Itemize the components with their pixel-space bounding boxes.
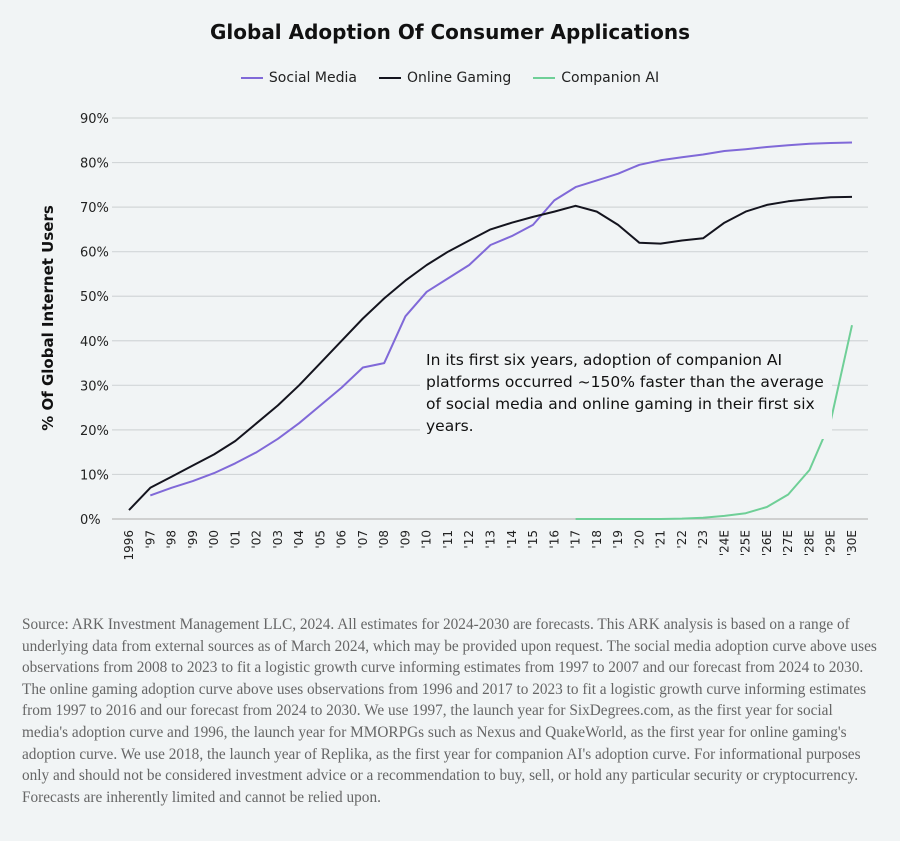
legend: Social Media Online Gaming Companion AI	[0, 70, 900, 86]
y-tick-label: 20%	[80, 424, 109, 439]
legend-item-companion-ai: Companion AI	[533, 70, 659, 86]
y-tick-label: 50%	[80, 290, 109, 305]
x-tick-label: '13	[484, 530, 498, 549]
x-tick-label: '21	[654, 530, 668, 549]
x-tick-label: '12	[462, 530, 476, 549]
line-chart: 0% 10% 20% 30% 40% 50% 60% 70% 80% 90% 1996 '97 '98 '…	[39, 112, 868, 561]
x-tick-label: 1996	[122, 530, 136, 561]
y-tick-label: 70%	[80, 201, 109, 216]
x-tick-label: '97	[143, 530, 157, 549]
x-tick-label: '09	[398, 530, 412, 549]
legend-swatch	[378, 77, 401, 79]
x-tick-label: '98	[165, 530, 179, 549]
x-tick-label: '19	[611, 530, 625, 549]
legend-label: Social Media	[268, 70, 357, 86]
annotation: In its first six years, adoption of comp…	[420, 347, 832, 439]
x-tick-label: '02	[250, 530, 264, 549]
y-axis-label: % Of Global Internet Users	[39, 205, 57, 431]
x-tick-label: '11	[441, 530, 455, 549]
legend-item-online-gaming: Online Gaming	[378, 70, 512, 86]
x-tick-label: '27E	[781, 530, 795, 556]
x-tick-label: '29E	[824, 530, 838, 556]
y-tick-label: 30%	[80, 379, 109, 394]
y-tick-label: 80%	[80, 157, 109, 172]
x-tick-label: '03	[271, 530, 285, 549]
y-tick-label: 10%	[80, 468, 109, 483]
y-tick-label: 60%	[80, 246, 109, 261]
x-tick-label: '04	[292, 530, 306, 549]
legend-swatch	[533, 77, 556, 79]
y-tick-label: 40%	[80, 335, 109, 350]
x-tick-label: '08	[377, 530, 391, 549]
x-tick-label: '16	[547, 530, 561, 549]
x-tick-label: '30E	[845, 530, 859, 556]
x-tick-label: '00	[207, 530, 221, 549]
legend-label: Online Gaming	[406, 70, 512, 86]
x-tick-label: '22	[675, 530, 689, 549]
x-tick-label: '06	[335, 530, 349, 549]
x-tick-label: '24E	[717, 530, 731, 556]
x-tick-label: '23	[696, 530, 710, 549]
x-tick-label: '01	[228, 530, 242, 549]
legend-item-social-media: Social Media	[240, 70, 357, 86]
source-note: Source: ARK Investment Management LLC, 2…	[22, 616, 877, 806]
x-tick-label: '99	[186, 530, 200, 549]
x-tick-label: '07	[356, 530, 370, 549]
x-tick-label: '05	[313, 530, 327, 549]
x-tick-label: '14	[505, 530, 519, 549]
x-tick-label: '25E	[739, 530, 753, 556]
legend-swatch	[240, 77, 263, 79]
series-line-companion-ai	[575, 324, 853, 520]
series-line-social-media	[149, 141, 853, 497]
series-line-online-gaming	[128, 195, 853, 511]
chart-title: Global Adoption Of Consumer Applications	[209, 20, 691, 44]
x-tick-label: '10	[420, 530, 434, 549]
y-tick-label: 0%	[80, 513, 101, 528]
y-tick-label: 90%	[80, 112, 109, 127]
x-tick-label: '18	[590, 530, 604, 549]
x-tick-label: '20	[632, 530, 646, 549]
x-tick-label: '26E	[760, 530, 774, 556]
x-tick-label: '15	[526, 530, 540, 549]
x-tick-label: '28E	[802, 530, 816, 556]
legend-label: Companion AI	[561, 70, 660, 86]
x-tick-label: '17	[569, 530, 583, 549]
